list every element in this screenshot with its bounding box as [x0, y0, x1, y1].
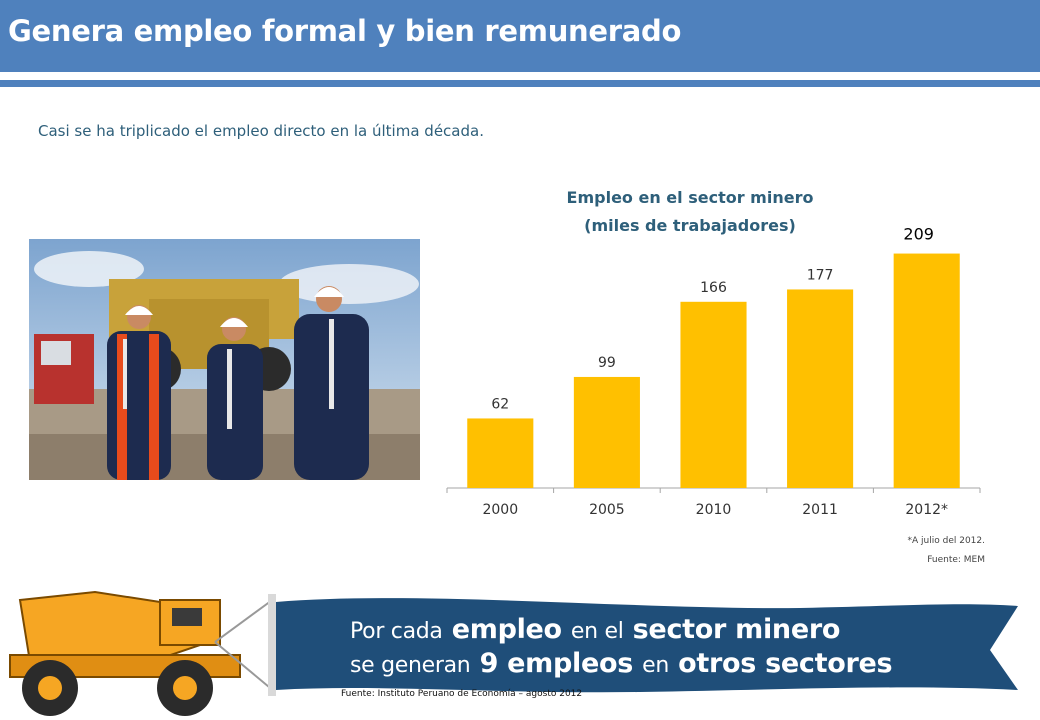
banner-ribbon [276, 598, 1018, 693]
chart-footnote: *A julio del 2012. [907, 536, 985, 546]
mining-workers-photo [29, 239, 420, 480]
bar-2005 [573, 376, 640, 488]
chart-title-line-2: (miles de trabajadores) [584, 216, 796, 235]
bar-2011 [787, 289, 854, 488]
banner-line-2: se generan 9 empleos en otros sectores [350, 648, 893, 679]
banner-line-1-c: en el [570, 619, 624, 644]
data-label-2005: 99 [598, 355, 616, 371]
x-tick-label-2005: 2005 [589, 502, 625, 518]
banner-art [9, 590, 1018, 716]
x-tick-label-2010: 2010 [696, 502, 732, 518]
banner-line-2-c: en [642, 653, 670, 678]
data-label-2010: 166 [700, 280, 727, 296]
x-tick-label-2011: 2011 [802, 502, 838, 518]
data-label-2000: 62 [491, 396, 509, 412]
banner-line-1: Por cada empleo en el sector minero [350, 614, 840, 645]
x-tick-label-2000: 2000 [482, 502, 518, 518]
banner-line-2-d: otros sectores [678, 648, 893, 679]
banner-source: Fuente: Instituto Peruano de Economía – … [341, 689, 583, 699]
chart-source: Fuente: MEM [927, 555, 985, 565]
data-label-2012*: 209 [903, 225, 934, 244]
title-divider [0, 80, 1040, 87]
banner-line-1-a: Por cada [350, 619, 443, 644]
title-bar: Genera empleo formal y bien remunerado [0, 0, 1040, 72]
employment-bar-chart: 62 2000 99 2005 166 2010 177 2011 209 2012* [446, 225, 981, 518]
intro-text: Casi se ha triplicado el empleo directo … [38, 122, 484, 140]
data-label-2011: 177 [807, 267, 834, 283]
x-tick-label-2012*: 2012* [905, 502, 948, 518]
banner-line-1-d: sector minero [632, 614, 841, 645]
chart-title-line-1: Empleo en el sector minero [566, 188, 814, 207]
bar-2010 [680, 301, 747, 488]
banner-line-2-a: se generan [350, 653, 471, 678]
dump-truck-icon [9, 590, 241, 716]
bar-2012* [893, 253, 960, 488]
bar-2000 [467, 418, 534, 488]
banner-line-1-b: empleo [451, 614, 562, 645]
page-title: Genera empleo formal y bien remunerado [8, 14, 682, 48]
banner-line-2-b: 9 empleos [479, 648, 634, 679]
chart-title: Empleo en el sector minero (miles de tra… [520, 184, 860, 240]
